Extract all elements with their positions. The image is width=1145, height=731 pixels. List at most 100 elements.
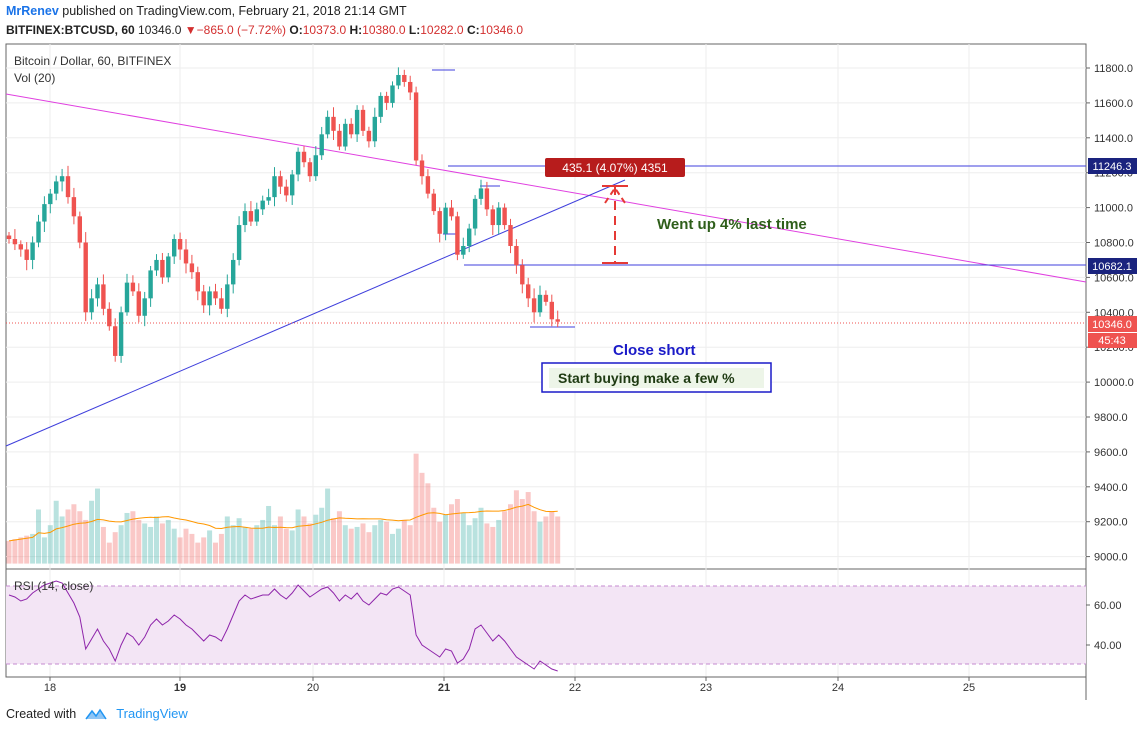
volume-bar (336, 511, 342, 564)
candle (272, 167, 277, 207)
volume-bar (437, 521, 443, 564)
price-tick-label: 11600.0 (1094, 98, 1133, 110)
candle (496, 202, 501, 235)
volume-bar (195, 542, 201, 564)
volume-bar (484, 523, 490, 564)
candle (266, 188, 271, 205)
tradingview-brand-link[interactable]: TradingView (116, 706, 188, 721)
volume-bar (6, 540, 12, 564)
candle (455, 211, 460, 261)
candle (113, 318, 118, 362)
volume-bar (307, 523, 313, 564)
created-with-text: Created with (6, 706, 77, 721)
legend-volume: Vol (20) (14, 71, 55, 85)
volume-bar (218, 533, 224, 564)
annotation-start-buying: Start buying make a few % (558, 370, 735, 386)
footer: Created with TradingView (6, 706, 188, 721)
volume-bar (106, 542, 112, 564)
volume-bar (47, 525, 53, 564)
close-value: 10346.0 (479, 23, 524, 37)
volume-bar (295, 509, 301, 564)
candle (537, 285, 543, 317)
price-tick-label: 10600.0 (1094, 272, 1134, 284)
candle (520, 259, 525, 294)
volume-bar (266, 505, 272, 564)
volume-bar (354, 526, 360, 564)
volume-bar (36, 509, 41, 564)
volume-bar (342, 525, 348, 564)
candle (166, 252, 171, 283)
price-chart[interactable]: 11800.011600.011400.011200.011000.010800… (0, 0, 1145, 700)
time-tick-label: 25 (963, 682, 975, 694)
candle (449, 199, 454, 221)
candle (443, 202, 448, 241)
price-label-last: 10346.0 (1088, 316, 1137, 332)
volume-bar (460, 512, 466, 564)
candle (236, 216, 242, 266)
volume-bar (30, 533, 36, 564)
volume-bar (207, 530, 213, 564)
volume-bar (537, 521, 543, 564)
svg-text:10346.0: 10346.0 (1092, 319, 1132, 331)
candles (6, 67, 560, 363)
candle (124, 273, 130, 316)
candle (154, 254, 159, 276)
change-value: −865.0 (−7.72%) (196, 23, 287, 37)
volume-bar (390, 533, 395, 564)
volume-bar (331, 518, 336, 564)
volume-bar (83, 519, 89, 564)
volume-bar (413, 453, 419, 564)
ascending-trendline[interactable] (5, 179, 626, 447)
annotation-close-short: Close short (613, 342, 696, 359)
volume-bar (325, 488, 331, 564)
author-link[interactable]: MrRenev (6, 4, 59, 18)
legend-title: Bitcoin / Dollar, 60, BITFINEX (14, 54, 171, 68)
candle (301, 146, 307, 168)
volume-bar (254, 525, 260, 564)
volume-bar (313, 514, 319, 564)
svg-text:45:43: 45:43 (1098, 335, 1126, 347)
candle (242, 203, 248, 233)
candle (201, 284, 206, 313)
rsi-band (6, 586, 1086, 664)
open-value: 10373.0 (302, 23, 347, 37)
candle (484, 181, 490, 216)
price-tick-label: 11000.0 (1094, 203, 1133, 215)
candle (95, 277, 100, 307)
measure-tool[interactable]: 435.1 (4.07%) 4351 (545, 158, 685, 264)
candle (284, 179, 289, 202)
volume-bar (260, 519, 266, 564)
volume-bar (508, 504, 513, 564)
candle (514, 239, 519, 274)
price-tick-label: 11800.0 (1094, 63, 1133, 75)
volume-bar (360, 523, 366, 564)
rsi-tick-label: 40.00 (1094, 640, 1122, 652)
candle (177, 232, 183, 260)
descending-trendline[interactable] (5, 93, 1087, 283)
volume-bar (136, 519, 142, 564)
candle (472, 195, 478, 236)
candle (396, 67, 401, 90)
candle (402, 69, 407, 87)
volume-bar (490, 526, 496, 564)
volume-bar (549, 511, 555, 564)
volume-bar (248, 528, 254, 564)
measure-arrow (604, 186, 626, 204)
volume-bar (425, 483, 431, 564)
volume-bar (95, 488, 100, 564)
volume-bar (555, 516, 561, 564)
volume-bar (431, 507, 437, 564)
candle (437, 207, 442, 243)
volume-bar (148, 526, 154, 564)
publish-line: MrRenev published on TradingView.com, Fe… (6, 4, 407, 18)
candle (71, 187, 77, 225)
volume-bar (112, 532, 118, 564)
volume-bar (12, 539, 18, 564)
price-pane-frame (5, 43, 1087, 570)
volume-bar (366, 532, 372, 564)
last-price: 10346.0 (138, 23, 182, 37)
annotation-box-fill (549, 368, 764, 388)
candle (183, 239, 189, 274)
volume-bar (142, 523, 148, 564)
volume-bar (272, 525, 277, 564)
